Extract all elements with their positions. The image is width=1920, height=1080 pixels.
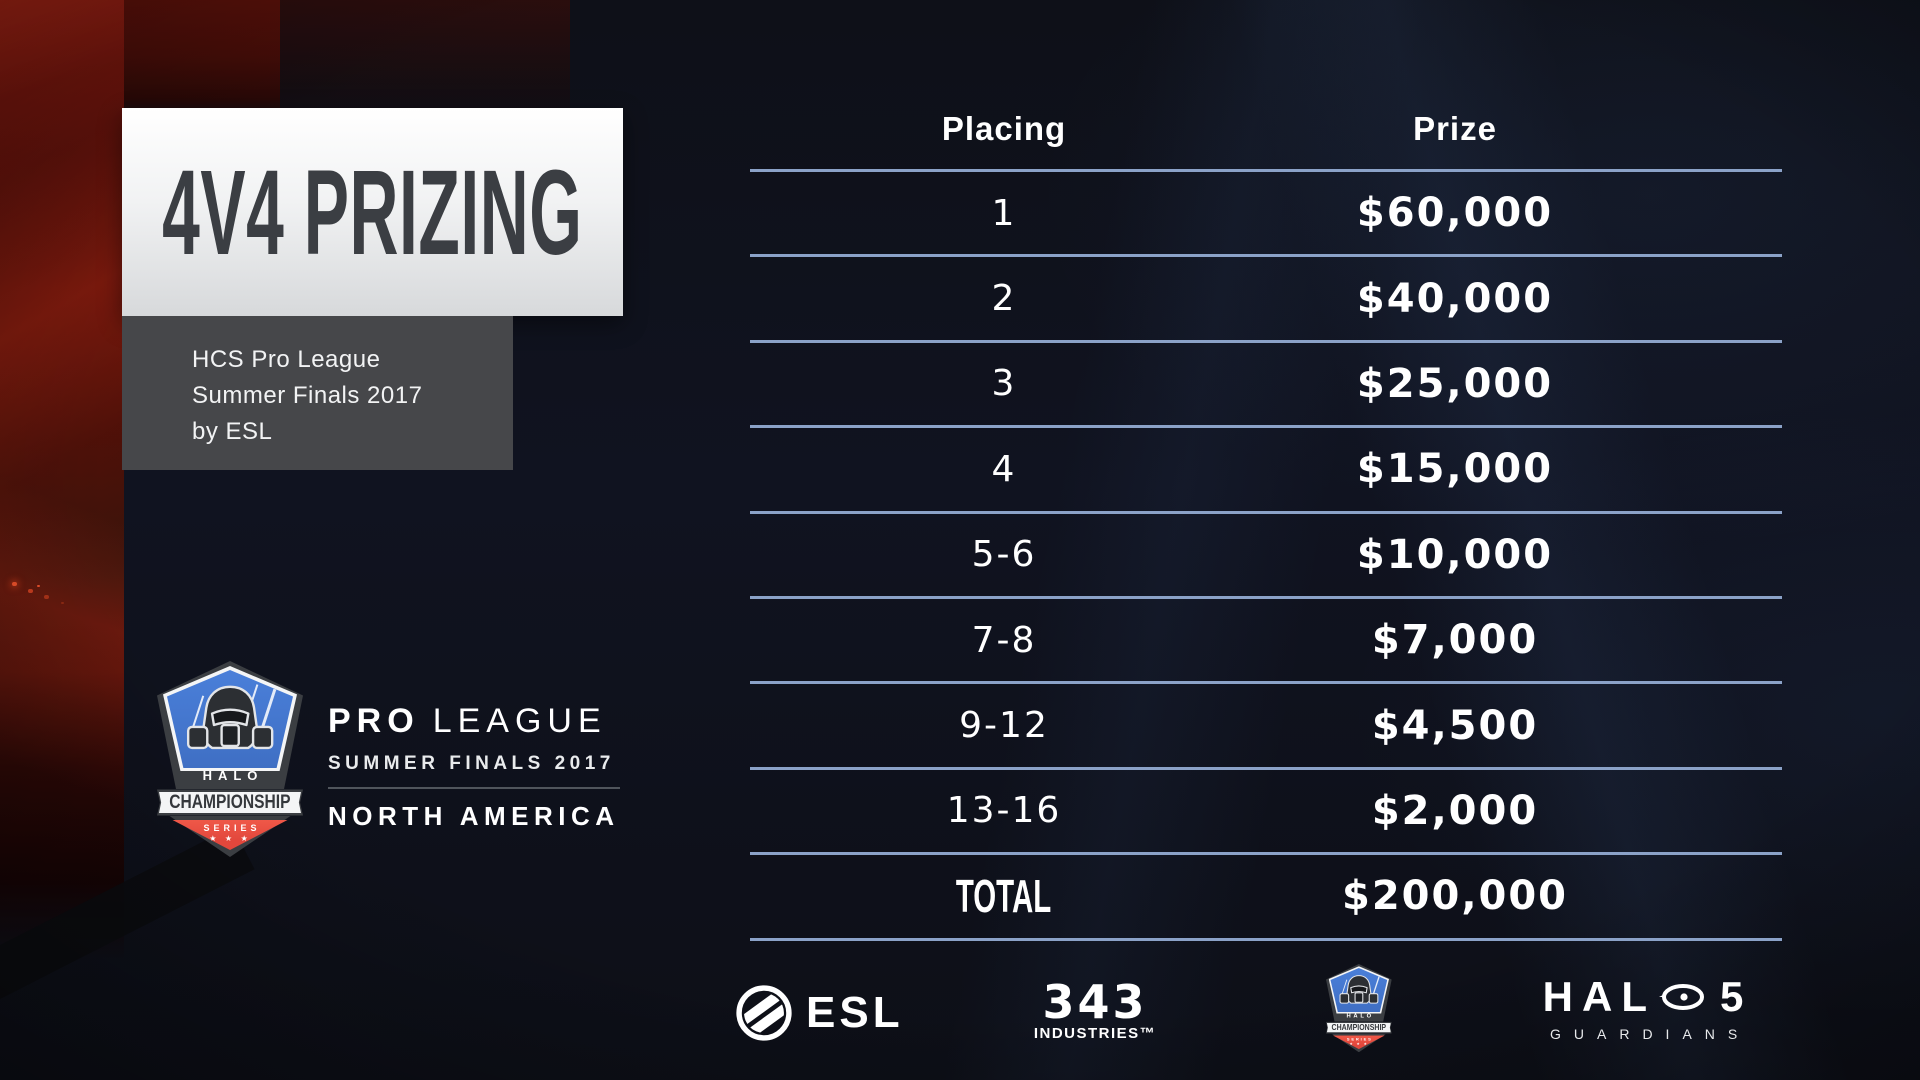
prize-value: $25,000 bbox=[1356, 360, 1554, 407]
prize-value: $40,000 bbox=[1356, 275, 1554, 322]
studio-343-sublabel: INDUSTRIES™ bbox=[1033, 1025, 1157, 1042]
placing-column-header: Placing bbox=[941, 109, 1067, 147]
table-row: 13-16 $2,000 bbox=[750, 770, 1782, 856]
esl-label: ESL bbox=[806, 988, 904, 1037]
series-ribbon: SERIES ★ ★ ★ bbox=[172, 820, 288, 850]
halo-letters: HAL bbox=[1542, 973, 1656, 1020]
table-row: 2 $40,000 bbox=[750, 257, 1782, 343]
hcs-logo-small: HALO CHAMPIONSHIP SERIES ★ ★ ★ bbox=[1326, 964, 1392, 1053]
event-label: SUMMER FINALS 2017 bbox=[328, 753, 615, 774]
table-row: 3 $25,000 bbox=[750, 343, 1782, 429]
title-box: 4V4 PRIZING bbox=[122, 108, 623, 316]
subtitle-line: HCS Pro League bbox=[192, 346, 381, 373]
sponsor-footer: ESL 343 INDUSTRIES™ bbox=[0, 962, 1920, 1072]
placing-value: 4 bbox=[991, 448, 1017, 490]
table-row: 1 $60,000 bbox=[750, 172, 1782, 258]
background-red-top bbox=[124, 0, 280, 124]
placing-value: 2 bbox=[991, 278, 1017, 320]
subtitle-line: Summer Finals 2017 bbox=[192, 382, 423, 409]
master-chief-helmet-icon bbox=[186, 685, 274, 750]
hcs-halo-wordmark: HALO bbox=[1346, 1012, 1374, 1019]
series-stars: ★ ★ ★ bbox=[209, 834, 251, 843]
hcs-championship-logo: HALO CHAMPIONSHIP SERIES ★ ★ ★ bbox=[157, 661, 303, 857]
table-row: 5-6 $10,000 bbox=[750, 514, 1782, 599]
table-row-total: TOTAL $200,000 bbox=[750, 855, 1782, 941]
table-row: 4 $15,000 bbox=[750, 428, 1782, 514]
placing-value: 5-6 bbox=[971, 534, 1037, 576]
prize-value: $7,000 bbox=[1371, 617, 1539, 664]
series-label: SERIES bbox=[1346, 1036, 1373, 1042]
prize-value: $60,000 bbox=[1356, 190, 1554, 237]
placing-value: 9-12 bbox=[959, 705, 1049, 747]
league-label: LEAGUE bbox=[432, 702, 607, 740]
prize-table: Placing Prize 1 $60,000 2 $40,000 3 $25,… bbox=[750, 88, 1782, 941]
page-title: 4V4 PRIZING bbox=[162, 143, 583, 280]
series-stars: ★ ★ ★ bbox=[1349, 1041, 1369, 1046]
esl-logo: ESL bbox=[735, 984, 904, 1042]
halo-5-logo: HAL 5 GUARDIANS bbox=[1537, 973, 1751, 1043]
halo-ring-icon bbox=[1658, 984, 1704, 1010]
pro-label: PRO bbox=[328, 702, 420, 740]
series-label: SERIES bbox=[203, 823, 261, 833]
championship-label: CHAMPIONSHIP bbox=[169, 791, 291, 813]
championship-label: CHAMPIONSHIP bbox=[1331, 1022, 1387, 1033]
subtitle-line: by ESL bbox=[192, 418, 273, 445]
total-prize-value: $200,000 bbox=[1341, 873, 1569, 920]
table-row: 9-12 $4,500 bbox=[750, 684, 1782, 770]
table-header: Placing Prize bbox=[750, 88, 1782, 172]
placing-value: 7-8 bbox=[971, 619, 1037, 661]
placing-value: 3 bbox=[991, 363, 1017, 405]
table-row: 7-8 $7,000 bbox=[750, 599, 1782, 685]
studio-343-label: 343 bbox=[1042, 975, 1148, 1029]
guardians-label: GUARDIANS bbox=[1550, 1026, 1751, 1042]
master-chief-helmet-icon bbox=[1339, 975, 1379, 1004]
region-label: NORTH AMERICA bbox=[328, 801, 620, 831]
prize-value: $10,000 bbox=[1356, 531, 1554, 578]
championship-banner: CHAMPIONSHIP bbox=[157, 789, 303, 816]
prize-value: $4,500 bbox=[1371, 702, 1539, 749]
halo-five-numeral: 5 bbox=[1719, 973, 1744, 1020]
background-red-texture bbox=[0, 0, 124, 960]
placing-value: 13-16 bbox=[946, 790, 1062, 832]
esl-icon bbox=[736, 985, 792, 1041]
league-wordmark: PRO LEAGUE SUMMER FINALS 2017 NORTH AMER… bbox=[328, 702, 620, 831]
background-thruster-lights bbox=[12, 582, 17, 586]
total-label: TOTAL bbox=[956, 870, 1052, 923]
prize-value: $15,000 bbox=[1356, 446, 1554, 493]
prize-value: $2,000 bbox=[1371, 787, 1539, 834]
placing-value: 1 bbox=[991, 192, 1017, 234]
divider bbox=[328, 787, 620, 789]
studio-343-logo: 343 INDUSTRIES™ bbox=[1030, 975, 1160, 1042]
hcs-halo-wordmark: HALO bbox=[202, 768, 264, 783]
subtitle-box: HCS Pro League Summer Finals 2017 by ESL bbox=[122, 316, 513, 470]
prize-column-header: Prize bbox=[1413, 109, 1497, 147]
